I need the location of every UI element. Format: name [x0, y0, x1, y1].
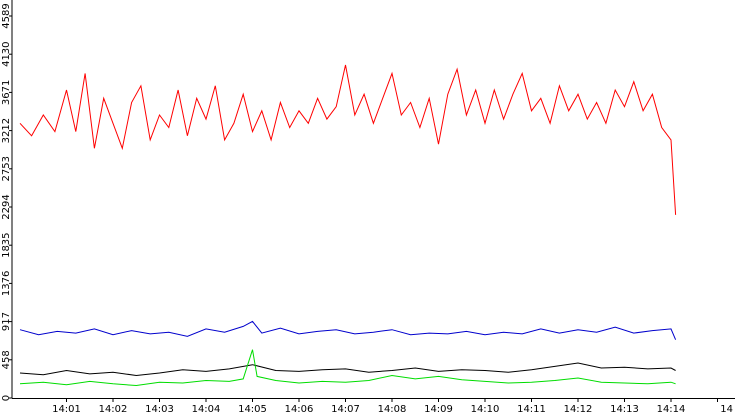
x-tick-label: 14:11: [517, 404, 546, 415]
x-tick-label: 14:08: [378, 404, 407, 415]
y-tick-label: 1376: [1, 271, 12, 296]
x-tick-label: 14:01: [52, 404, 81, 415]
y-tick-label: 3671: [1, 80, 12, 105]
y-tick-label: 458: [1, 350, 12, 369]
x-tick-label: 14:10: [471, 404, 500, 415]
axes-layer: [11, 0, 735, 399]
series-line-1: [19, 320, 677, 340]
y-tick-label: 4130: [1, 41, 12, 66]
x-tick-label: 14:12: [564, 404, 593, 415]
x-tick-label: 14: [720, 404, 733, 415]
series-line-0: [19, 64, 677, 215]
series-layer: [19, 64, 677, 387]
x-tick-label: 14:02: [99, 404, 128, 415]
x-tick-label: 14:14: [657, 404, 686, 415]
y-tick-label: 1835: [1, 232, 12, 257]
x-tick-label: 14:04: [192, 404, 221, 415]
x-ticks: 14:01 14:02 14:03 14:04 14:05 14:06 14:07 14:08…: [52, 398, 733, 415]
x-tick-label: 14:07: [331, 404, 360, 415]
y-tick-label: 3212: [1, 118, 12, 143]
x-tick-label: 14:09: [424, 404, 453, 415]
series-line-2: [19, 362, 676, 377]
y-tick-label: 2294: [1, 194, 12, 219]
y-tick-label: 2753: [1, 156, 12, 181]
y-tick-label: 0: [1, 395, 12, 401]
y-tick-label: 4589: [1, 3, 12, 28]
x-tick-label: 14:06: [285, 404, 314, 415]
x-tick-label: 14:13: [610, 404, 639, 415]
x-tick-label: 14:03: [145, 404, 174, 415]
series-line-3: [19, 349, 676, 387]
x-tick-label: 14:05: [238, 404, 267, 415]
y-tick-label: 917: [1, 312, 12, 331]
y-ticks: 0 458 917 1376 1835 2294 2753 3212 3671 4130 4589: [1, 3, 12, 401]
